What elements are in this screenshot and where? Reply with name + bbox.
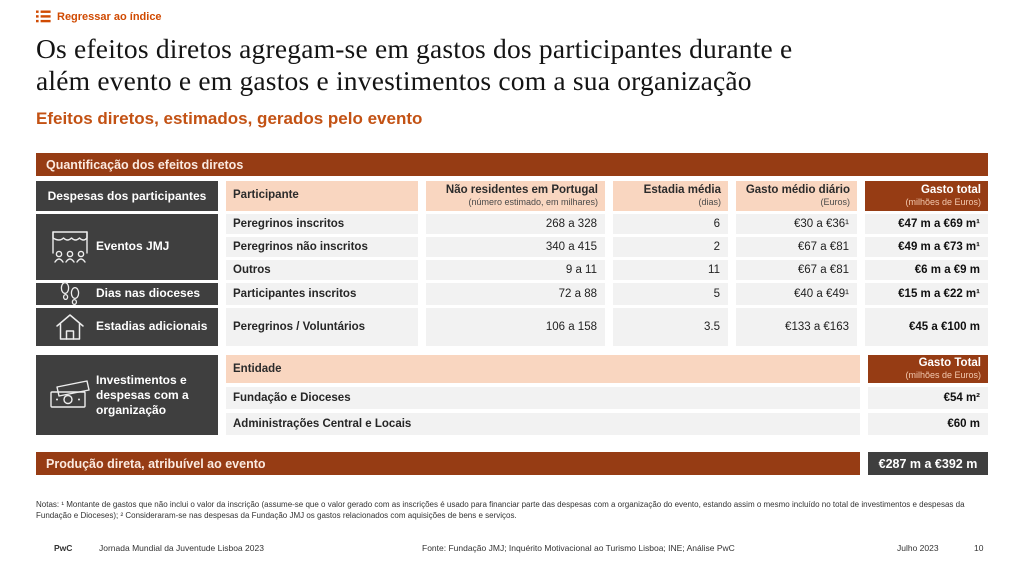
cell-gasto-total: €49 m a €73 m¹ — [865, 237, 988, 257]
participants-table: Despesas dos participantes Participante … — [36, 181, 988, 346]
group-label: Dias nas dioceses — [96, 286, 201, 301]
footprints-icon — [44, 281, 96, 307]
column-header-label: Estadia média — [643, 184, 721, 197]
org-total-header: Gasto Total (milhões de Euros) — [868, 355, 988, 383]
cell-nao-residentes: 9 a 11 — [426, 260, 605, 280]
cell-participante: Participantes inscritos — [226, 283, 418, 305]
column-header-sub: (Euros) — [820, 197, 850, 208]
cell-participante: Outros — [226, 260, 418, 280]
column-header-label: Não residentes em Portugal — [445, 184, 598, 197]
column-header-sub: (milhões de Euros) — [905, 197, 981, 208]
cell-gasto-diario: €67 a €81 — [736, 260, 857, 280]
group-dias-nas-dioceses: Dias nas dioceses — [36, 281, 218, 307]
entity-column-header: Entidade — [226, 355, 860, 383]
cell-participante: Peregrinos / Voluntários — [226, 308, 418, 346]
group-estadias-adicionais: Estadias adicionais — [36, 308, 218, 346]
group-label: Estadias adicionais — [96, 319, 208, 334]
organization-table: Investimentos e despesas com a organizaç… — [36, 355, 988, 435]
footnotes: Notas: ¹ Montante de gastos que não incl… — [36, 500, 965, 521]
back-link-label[interactable]: Regressar ao índice — [57, 10, 162, 23]
footer-page-number: 10 — [974, 543, 984, 553]
column-header-sub: (milhões de Euros) — [905, 370, 981, 381]
cell-nao-residentes: 340 a 415 — [426, 237, 605, 257]
column-header-gasto-total: Gasto total (milhões de Euros) — [865, 181, 988, 211]
cell-gasto-total: €47 m a €69 m¹ — [865, 214, 988, 234]
cell-gasto-total: €60 m — [868, 413, 988, 435]
table-banner: Quantificação dos efeitos diretos — [36, 153, 988, 176]
column-header-nao-residentes: Não residentes em Portugal (número estim… — [426, 181, 605, 211]
cell-estadia: 3.5 — [613, 308, 728, 346]
cell-gasto-total: €6 m a €9 m — [865, 260, 988, 280]
column-header-participante: Participante — [226, 181, 418, 211]
page-title: Os efeitos diretos agregam-se em gastos … — [36, 33, 793, 96]
list-index-icon — [36, 10, 51, 23]
column-header-sub: (número estimado, em milhares) — [468, 197, 598, 208]
column-header-gasto-diario: Gasto médio diário (Euros) — [736, 181, 857, 211]
back-to-index-link[interactable]: Regressar ao índice — [36, 10, 162, 23]
cell-nao-residentes: 268 a 328 — [426, 214, 605, 234]
footer-date: Julho 2023 — [897, 543, 939, 553]
group-investimentos-organizacao: Investimentos e despesas com a organizaç… — [36, 355, 218, 435]
column-header-label: Gasto Total — [918, 357, 981, 370]
cell-entidade: Fundação e Dioceses — [226, 387, 860, 409]
cell-participante: Peregrinos inscritos — [226, 214, 418, 234]
cell-nao-residentes: 106 a 158 — [426, 308, 605, 346]
stage-audience-icon — [44, 229, 96, 265]
cell-gasto-total: €45 a €100 m — [865, 308, 988, 346]
cell-gasto-total: €54 m² — [868, 387, 988, 409]
cell-estadia: 5 — [613, 283, 728, 305]
slide-footer: PwC Jornada Mundial da Juventude Lisboa … — [0, 543, 1024, 557]
cell-estadia: 2 — [613, 237, 728, 257]
footer-source: Fonte: Fundação JMJ; Inquérito Motivacio… — [422, 543, 735, 553]
section-subtitle: Efeitos diretos, estimados, gerados pelo… — [36, 109, 423, 128]
group-eventos-jmj: Eventos JMJ — [36, 214, 218, 280]
column-header-sub: (dias) — [698, 197, 721, 208]
production-banner: Produção direta, atribuível ao evento — [36, 452, 860, 475]
cell-gasto-diario: €30 a €36¹ — [736, 214, 857, 234]
sidebar-header: Despesas dos participantes — [36, 181, 218, 211]
column-header-label: Participante — [233, 189, 299, 202]
cell-participante: Peregrinos não inscritos — [226, 237, 418, 257]
group-label: Eventos JMJ — [96, 239, 170, 254]
banknotes-icon — [44, 379, 96, 411]
group-label: Investimentos e despesas com a organizaç… — [96, 372, 189, 417]
cell-nao-residentes: 72 a 88 — [426, 283, 605, 305]
cell-gasto-diario: €40 a €49¹ — [736, 283, 857, 305]
column-header-label: Gasto total — [920, 184, 981, 197]
cell-gasto-diario: €67 a €81 — [736, 237, 857, 257]
production-row: Produção direta, atribuível ao evento €2… — [36, 452, 988, 475]
cell-estadia: 11 — [613, 260, 728, 280]
column-header-label: Gasto médio diário — [745, 184, 850, 197]
column-header-estadia: Estadia média (dias) — [613, 181, 728, 211]
cell-gasto-diario: €133 a €163 — [736, 308, 857, 346]
footer-event-title: Jornada Mundial da Juventude Lisboa 2023 — [99, 543, 264, 553]
cell-estadia: 6 — [613, 214, 728, 234]
house-icon — [44, 312, 96, 342]
cell-gasto-total: €15 m a €22 m¹ — [865, 283, 988, 305]
pwc-logo: PwC — [54, 543, 73, 553]
cell-entidade: Administrações Central e Locais — [226, 413, 860, 435]
production-value: €287 m a €392 m — [868, 452, 988, 475]
